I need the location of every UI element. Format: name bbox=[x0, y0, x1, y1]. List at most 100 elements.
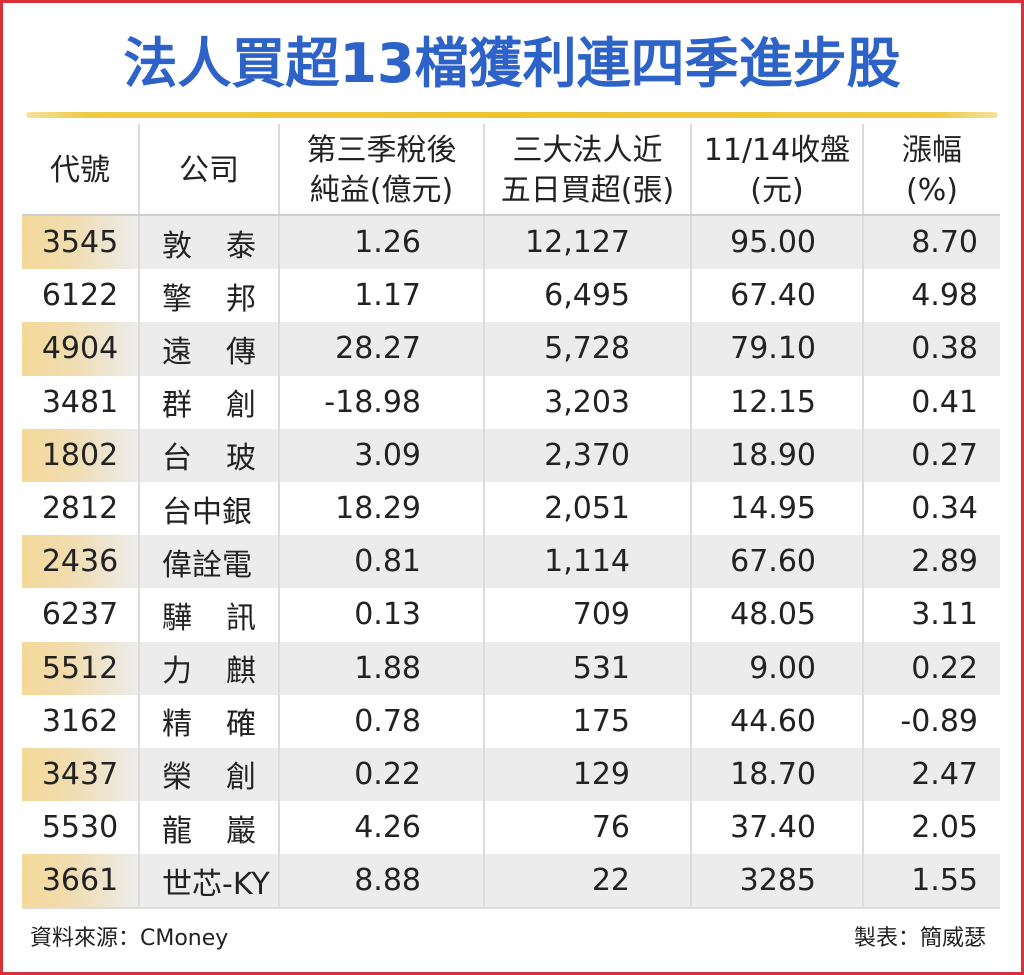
cell-code: 3437 bbox=[22, 747, 140, 802]
company-name-part: 擎 bbox=[162, 281, 192, 317]
cell-company: 敦泰 bbox=[140, 216, 280, 270]
cell-close-price: 48.05 bbox=[692, 588, 864, 642]
company-name-part: 創 bbox=[226, 760, 256, 796]
cell-institutional-buy: 129 bbox=[485, 747, 692, 802]
cell-close-price: 79.10 bbox=[692, 322, 864, 376]
company-name-part: 精 bbox=[162, 707, 192, 743]
cell-change: 1.55 bbox=[911, 863, 978, 899]
cell-institutional-buy: 12,127 bbox=[485, 216, 692, 270]
cell-close-price: 95.00 bbox=[692, 216, 864, 270]
cell-code: 6237 bbox=[22, 588, 140, 642]
cell-company: 世芯-KY bbox=[140, 854, 280, 908]
footer: 資料來源：CMoney 製表：簡威瑟 bbox=[0, 912, 1024, 952]
cell-close-price: 3285 bbox=[692, 854, 864, 908]
cell-code: 3481 bbox=[22, 375, 140, 429]
cell-code: 4904 bbox=[22, 322, 140, 376]
cell-company: 榮創 bbox=[140, 747, 280, 802]
company-name-part: 榮 bbox=[162, 760, 192, 796]
header-institutional-buy: 三大法人近 五日買超(張) bbox=[485, 124, 692, 214]
cell-institutional-buy: 709 bbox=[485, 588, 692, 642]
cell-company: 群創 bbox=[140, 375, 280, 429]
company-name-part: 傳 bbox=[226, 334, 256, 370]
company-name-part: 龍 bbox=[162, 813, 192, 849]
cell-profit: 1.17 bbox=[280, 269, 485, 323]
cell-code: 3162 bbox=[22, 694, 140, 748]
cell-change: 2.89 bbox=[911, 544, 978, 580]
cell-profit: 18.29 bbox=[280, 481, 485, 536]
cell-profit: 0.81 bbox=[280, 535, 485, 589]
cell-change: 8.70 bbox=[911, 225, 978, 261]
company-name-part: 偉詮電 bbox=[162, 547, 252, 583]
company-name-part: 創 bbox=[226, 388, 256, 424]
cell-close-price: 12.15 bbox=[692, 375, 864, 429]
cell-change: 0.27 bbox=[911, 437, 978, 473]
cell-close-price: 67.40 bbox=[692, 269, 864, 323]
cell-profit: 28.27 bbox=[280, 322, 485, 376]
cell-change: 0.41 bbox=[911, 384, 978, 420]
header-profit: 第三季稅後 純益(億元) bbox=[280, 124, 485, 214]
cell-profit: -18.98 bbox=[280, 375, 485, 429]
table-row: 5512 力麒 1.88 531 9.00 0.22 bbox=[22, 641, 1000, 695]
cell-code: 2812 bbox=[22, 481, 140, 536]
cell-code: 3661 bbox=[22, 854, 140, 908]
cell-profit: 0.13 bbox=[280, 588, 485, 642]
stock-table: 代號 公司 第三季稅後 純益(億元) 三大法人近 五日買超(張) 11/14收盤… bbox=[22, 124, 1000, 910]
cell-institutional-buy: 1,114 bbox=[485, 535, 692, 589]
cell-profit: 8.88 bbox=[280, 854, 485, 908]
cell-change: 3.11 bbox=[911, 597, 978, 633]
cell-profit: 0.22 bbox=[280, 747, 485, 802]
cell-change: 0.22 bbox=[911, 650, 978, 686]
table-row: 6237 驊訊 0.13 709 48.05 3.11 bbox=[22, 588, 1000, 642]
header-change: 漲幅 (%) bbox=[902, 133, 962, 208]
table-row: 2812 台中銀 18.29 2,051 14.95 0.34 bbox=[22, 481, 1000, 536]
company-name-part: 遠 bbox=[162, 334, 192, 370]
company-name-part: 玻 bbox=[226, 441, 256, 477]
company-name-part: 世芯-KY bbox=[162, 866, 270, 902]
cell-profit: 1.26 bbox=[280, 216, 485, 270]
cell-institutional-buy: 3,203 bbox=[485, 375, 692, 429]
cell-institutional-buy: 175 bbox=[485, 694, 692, 748]
company-name-part: 邦 bbox=[226, 281, 256, 317]
cell-change: -0.89 bbox=[900, 703, 978, 739]
company-name-part: 台 bbox=[162, 441, 192, 477]
table-row: 2436 偉詮電 0.81 1,114 67.60 2.89 bbox=[22, 535, 1000, 589]
cell-institutional-buy: 531 bbox=[485, 641, 692, 695]
source-note: 資料來源：CMoney bbox=[30, 926, 229, 951]
maker-note: 製表：簡威瑟 bbox=[853, 926, 986, 951]
cell-close-price: 9.00 bbox=[692, 641, 864, 695]
header-company: 公司 bbox=[140, 124, 280, 214]
cell-institutional-buy: 76 bbox=[485, 801, 692, 855]
cell-change: 0.38 bbox=[911, 331, 978, 367]
page-title: 法人買超13檔獲利連四季進步股 bbox=[123, 32, 901, 95]
company-name-part: 泰 bbox=[226, 228, 256, 264]
table-row: 1802 台玻 3.09 2,370 18.90 0.27 bbox=[22, 428, 1000, 482]
cell-company: 台玻 bbox=[140, 428, 280, 482]
cell-institutional-buy: 2,370 bbox=[485, 428, 692, 482]
table-row: 3661 世芯-KY 8.88 22 3285 1.55 bbox=[22, 854, 1000, 908]
company-name-part: 力 bbox=[162, 654, 192, 690]
cell-profit: 1.88 bbox=[280, 641, 485, 695]
company-name-part: 台中銀 bbox=[162, 494, 252, 530]
table-row: 5530 龍巖 4.26 76 37.40 2.05 bbox=[22, 801, 1000, 855]
title-divider bbox=[26, 112, 998, 118]
company-name-part: 麒 bbox=[226, 654, 256, 690]
cell-code: 5530 bbox=[22, 801, 140, 855]
cell-change: 2.47 bbox=[911, 756, 978, 792]
cell-profit: 3.09 bbox=[280, 428, 485, 482]
cell-company: 驊訊 bbox=[140, 588, 280, 642]
cell-institutional-buy: 5,728 bbox=[485, 322, 692, 376]
company-name-part: 巖 bbox=[226, 813, 256, 849]
cell-close-price: 14.95 bbox=[692, 481, 864, 536]
table-row: 3437 榮創 0.22 129 18.70 2.47 bbox=[22, 747, 1000, 802]
company-name-part: 確 bbox=[226, 707, 256, 743]
cell-company: 台中銀 bbox=[140, 481, 280, 536]
table-row: 3545 敦泰 1.26 12,127 95.00 8.70 bbox=[22, 216, 1000, 270]
cell-close-price: 67.60 bbox=[692, 535, 864, 589]
cell-company: 龍巖 bbox=[140, 801, 280, 855]
cell-change: 0.34 bbox=[911, 491, 978, 527]
cell-close-price: 44.60 bbox=[692, 694, 864, 748]
cell-company: 偉詮電 bbox=[140, 535, 280, 589]
header-code: 代號 bbox=[22, 124, 140, 214]
table-header: 代號 公司 第三季稅後 純益(億元) 三大法人近 五日買超(張) 11/14收盤… bbox=[22, 124, 1000, 216]
